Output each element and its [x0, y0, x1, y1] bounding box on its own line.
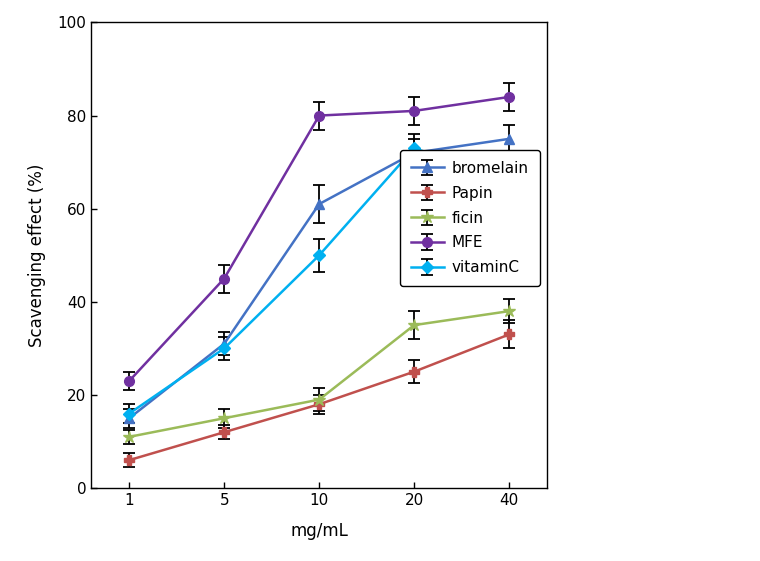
Legend: bromelain, Papin, ficin, MFE, vitaminC: bromelain, Papin, ficin, MFE, vitaminC — [400, 150, 540, 286]
X-axis label: mg/mL: mg/mL — [290, 522, 348, 540]
Y-axis label: Scavenging effect (%): Scavenging effect (%) — [28, 164, 46, 347]
